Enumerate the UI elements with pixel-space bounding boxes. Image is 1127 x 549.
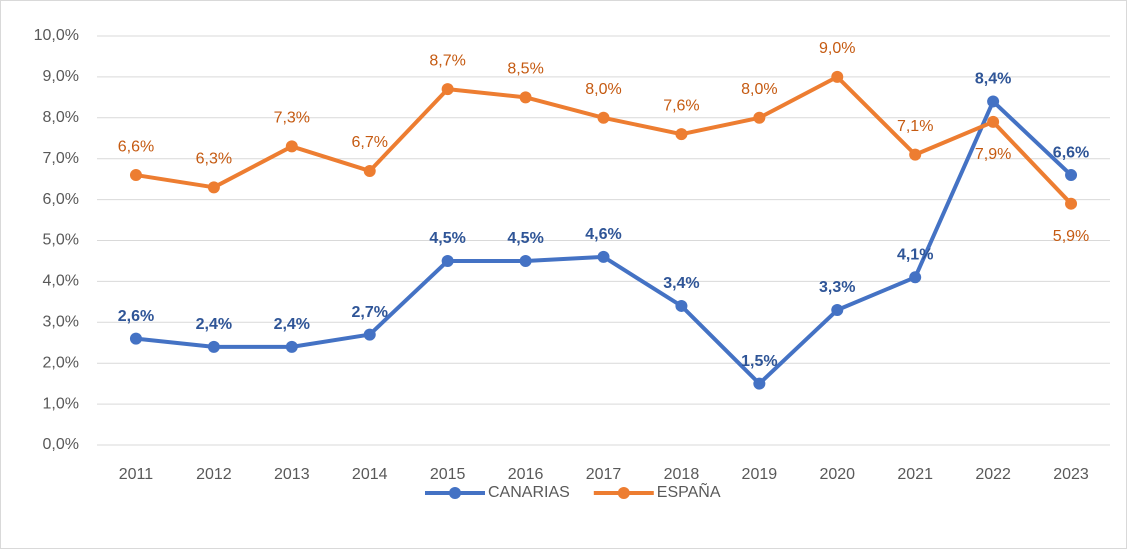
data-label: 9,0% bbox=[819, 40, 855, 57]
x-tick-label: 2023 bbox=[1053, 466, 1089, 483]
y-tick-label: 1,0% bbox=[43, 395, 79, 412]
point bbox=[753, 377, 766, 390]
point bbox=[129, 169, 142, 182]
data-label: 5,9% bbox=[1053, 228, 1089, 245]
y-tick-label: 6,0% bbox=[43, 191, 79, 208]
point bbox=[987, 95, 1000, 108]
data-label: 1,5% bbox=[741, 353, 777, 370]
point bbox=[285, 140, 298, 153]
data-label: 8,0% bbox=[585, 81, 621, 98]
data-label: 6,3% bbox=[196, 151, 232, 168]
data-label: 8,7% bbox=[429, 52, 465, 69]
data-label: 6,6% bbox=[1053, 144, 1089, 161]
point bbox=[675, 299, 688, 312]
x-tick-label: 2021 bbox=[897, 466, 933, 483]
x-tick-label: 2022 bbox=[975, 466, 1011, 483]
point bbox=[441, 83, 454, 96]
y-tick-label: 2,0% bbox=[43, 354, 79, 371]
point bbox=[597, 111, 610, 124]
legend-marker bbox=[617, 487, 630, 499]
x-tick-label: 2011 bbox=[119, 466, 154, 483]
y-tick-label: 8,0% bbox=[43, 109, 79, 126]
data-label: 4,5% bbox=[429, 230, 465, 247]
y-tick-label: 9,0% bbox=[43, 68, 79, 85]
point bbox=[441, 254, 454, 267]
point bbox=[597, 250, 610, 263]
point bbox=[207, 181, 220, 194]
point bbox=[519, 91, 532, 104]
data-label: 2,4% bbox=[196, 316, 232, 333]
point bbox=[831, 304, 844, 317]
point bbox=[519, 254, 532, 267]
data-label: 7,3% bbox=[274, 110, 310, 127]
data-label: 4,5% bbox=[507, 230, 543, 247]
data-label: 2,6% bbox=[118, 308, 154, 325]
data-label: 3,3% bbox=[819, 279, 855, 296]
data-label: 4,6% bbox=[585, 226, 621, 243]
point bbox=[1065, 169, 1078, 182]
data-label: 8,5% bbox=[507, 61, 543, 78]
point bbox=[675, 128, 688, 141]
x-tick-label: 2012 bbox=[196, 466, 232, 483]
legend-marker bbox=[449, 487, 461, 499]
point bbox=[363, 164, 376, 177]
data-label: 7,1% bbox=[897, 118, 933, 135]
point bbox=[987, 115, 1000, 128]
x-tick-label: 2019 bbox=[742, 466, 778, 483]
point bbox=[363, 328, 376, 341]
legend-label: CANARIAS bbox=[488, 484, 570, 501]
point bbox=[909, 271, 922, 284]
point bbox=[909, 148, 922, 161]
x-tick-label: 2017 bbox=[586, 466, 622, 483]
x-tick-label: 2013 bbox=[274, 466, 310, 483]
data-label: 8,4% bbox=[975, 71, 1011, 88]
y-tick-label: 10,0% bbox=[34, 27, 79, 44]
point bbox=[207, 340, 220, 353]
data-label: 2,7% bbox=[351, 304, 387, 321]
data-label: 6,6% bbox=[118, 138, 154, 155]
data-label: 2,4% bbox=[274, 316, 310, 333]
point bbox=[1065, 197, 1078, 210]
x-tick-label: 2014 bbox=[352, 466, 388, 483]
y-tick-label: 5,0% bbox=[43, 232, 79, 249]
point bbox=[129, 332, 142, 345]
x-tick-label: 2015 bbox=[430, 466, 466, 483]
legend-label: ESPAÑA bbox=[657, 481, 721, 501]
point bbox=[831, 70, 844, 83]
x-tick-label: 2016 bbox=[508, 466, 544, 483]
y-tick-label: 0,0% bbox=[43, 436, 79, 453]
data-label: 7,6% bbox=[663, 97, 699, 114]
point bbox=[753, 111, 766, 124]
data-label: 3,4% bbox=[663, 275, 699, 292]
data-label: 4,1% bbox=[897, 247, 933, 264]
x-tick-label: 2020 bbox=[819, 466, 855, 483]
data-label: 6,7% bbox=[351, 134, 387, 151]
data-label: 8,0% bbox=[741, 81, 777, 98]
y-tick-label: 3,0% bbox=[43, 314, 79, 331]
point bbox=[285, 340, 298, 353]
x-tick-label: 2018 bbox=[664, 466, 700, 483]
y-tick-label: 4,0% bbox=[43, 273, 79, 290]
data-label: 7,9% bbox=[975, 146, 1011, 163]
y-tick-label: 7,0% bbox=[43, 150, 79, 167]
